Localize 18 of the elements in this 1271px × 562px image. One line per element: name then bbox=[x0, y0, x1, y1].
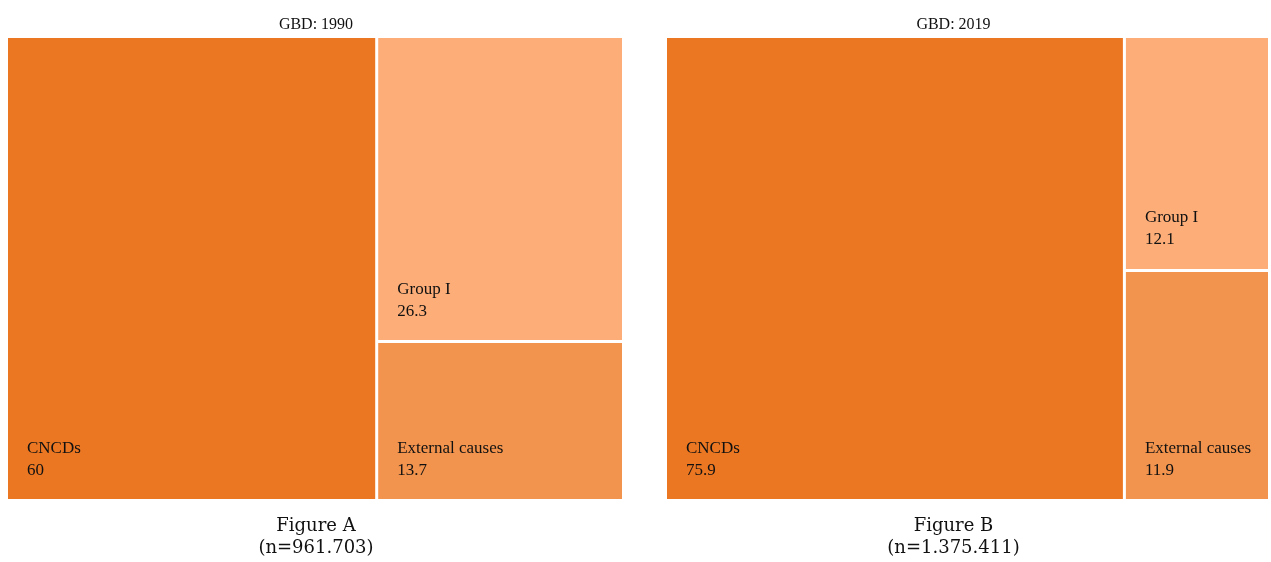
category-label: CNCDs bbox=[27, 437, 81, 457]
category-label: Group I bbox=[1144, 207, 1199, 227]
data-label: 11.9 bbox=[1144, 459, 1175, 479]
data-label: 12.1 bbox=[1144, 229, 1175, 249]
text: (n=961.703) bbox=[258, 535, 374, 557]
text: (n=1.375.411) bbox=[887, 535, 1020, 557]
data-label: 26.3 bbox=[397, 300, 427, 320]
category-label: External causes bbox=[1144, 437, 1252, 457]
text: Figure A bbox=[276, 513, 357, 535]
text: Figure B bbox=[913, 513, 994, 535]
text: GBD: 2019 bbox=[916, 14, 991, 32]
category-label: CNCDs bbox=[686, 437, 740, 457]
data-label: 75.9 bbox=[686, 459, 716, 479]
data-label: 13.7 bbox=[397, 459, 428, 479]
category-label: External causes bbox=[397, 437, 504, 457]
text: GBD: 1990 bbox=[278, 14, 354, 32]
data-label: 60 bbox=[27, 459, 44, 479]
category-label: Group I bbox=[397, 278, 451, 298]
